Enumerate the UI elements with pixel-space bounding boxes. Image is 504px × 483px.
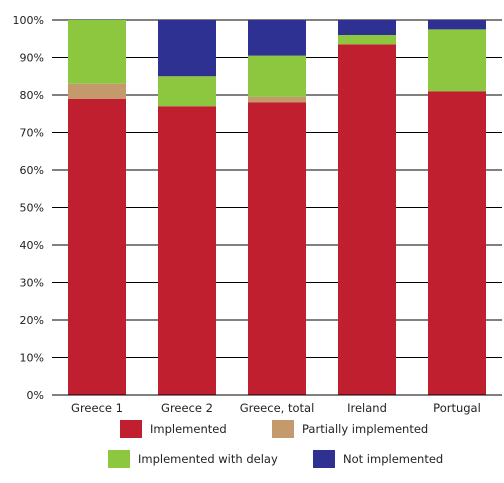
axes: 0% 10% 20% 30% 40% 50% 60% 70% 80% 90% 100% Greece … [13, 14, 502, 415]
bar-segment [428, 91, 486, 395]
y-tick-label: 30% [20, 277, 44, 290]
legend-swatch [108, 450, 130, 468]
bar-segment [248, 102, 306, 395]
bar-segment [428, 29, 486, 92]
y-tick-label: 0% [27, 389, 44, 402]
bar-segment [338, 44, 396, 395]
bar-segment [68, 20, 126, 84]
x-tick-label: Ireland [347, 401, 387, 415]
x-tick-label: Greece 2 [161, 401, 213, 415]
bar-segment [68, 83, 126, 99]
legend-swatch [272, 420, 294, 438]
bar-segment [248, 96, 306, 103]
x-tick-label: Greece 1 [71, 401, 123, 415]
y-tick-label: 100% [13, 14, 44, 27]
y-tick-label: 40% [20, 239, 44, 252]
y-tick-label: 70% [20, 127, 44, 140]
legend-label: Partially implemented [302, 422, 428, 436]
legend: Implemented Partially implemented Implemen… [108, 420, 443, 468]
y-tick-label: 20% [20, 314, 44, 327]
bar-segment [248, 20, 306, 56]
bar-segment [158, 20, 216, 77]
legend-label: Implemented [150, 422, 227, 436]
legend-swatch [313, 450, 335, 468]
legend-label: Not implemented [343, 452, 443, 466]
y-tick-label: 90% [20, 52, 44, 65]
x-tick-label: Portugal [433, 401, 481, 415]
x-tick-label: Greece, total [240, 401, 315, 415]
bar-segment [338, 35, 396, 45]
legend-label: Implemented with delay [138, 452, 278, 466]
y-tick-label: 60% [20, 164, 44, 177]
bar-segment [248, 55, 306, 97]
bar-segment [158, 106, 216, 395]
bar-segment [338, 20, 396, 35]
y-tick-label: 80% [20, 89, 44, 102]
y-tick-label: 50% [20, 202, 44, 215]
bar-segment [68, 98, 126, 395]
y-tick-label: 10% [20, 352, 44, 365]
bars [68, 20, 486, 395]
bar-segment [158, 76, 216, 107]
bar-segment [428, 20, 486, 30]
legend-swatch [120, 420, 142, 438]
